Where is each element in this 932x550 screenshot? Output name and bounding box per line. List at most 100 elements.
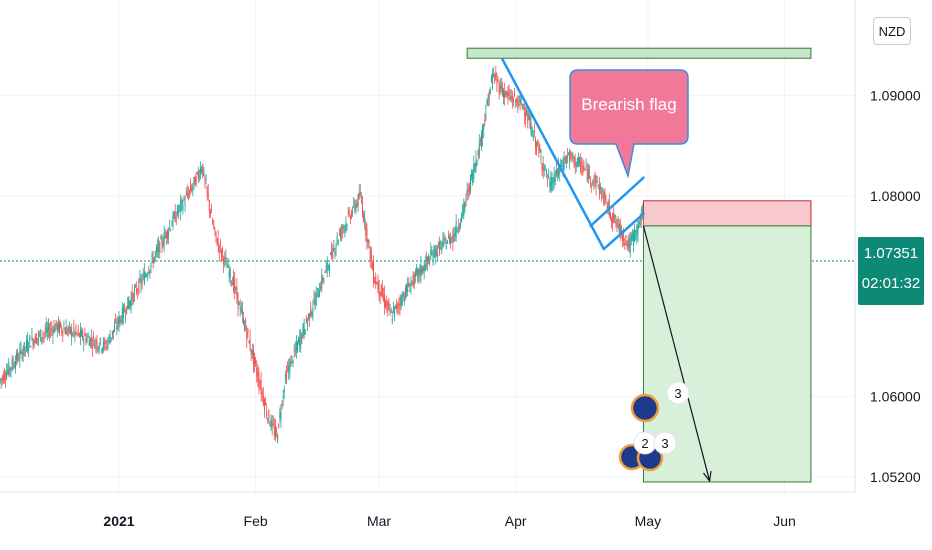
candle [43,332,45,343]
candle [314,291,316,311]
candle [193,176,195,190]
resistance-zone[interactable] [466,47,812,59]
candle [208,199,210,219]
currency-badge[interactable]: NZD [873,17,911,45]
candle [270,414,272,431]
candle [447,230,449,240]
bar-countdown: 02:01:32 [861,275,921,292]
candle [428,253,430,265]
candle [311,310,313,319]
candle [21,349,23,362]
candle [343,224,345,234]
candle [435,244,437,258]
flag-trendline[interactable] [589,176,645,228]
candle [464,201,466,213]
candle [94,339,96,349]
price-tick-label: 1.08000 [870,188,921,204]
candle [165,230,167,246]
candle [34,333,36,344]
candle [38,329,40,347]
event-icon-lower[interactable]: 2 3 [618,431,677,472]
candle [249,329,251,352]
candle [493,67,495,78]
event-icon-upper[interactable]: 3 [630,381,690,423]
candle [408,277,410,288]
candle [278,422,280,429]
candle [152,250,154,269]
candle [504,82,506,106]
candle [142,268,144,281]
flag-trendline[interactable] [501,57,606,251]
candle [363,211,365,223]
candle [490,74,492,84]
candle [501,81,503,98]
candle [157,238,159,258]
candle [64,327,66,334]
flag-trendline[interactable] [602,212,645,251]
callout-text: Brearish flag [581,95,676,114]
price-axis[interactable]: 1.05200 1.06000 1.08000 1.09000 [854,0,921,492]
candle [398,297,400,315]
candle [391,311,393,325]
candle [374,276,376,285]
candle [585,158,587,171]
candle [576,157,578,168]
candle [605,194,607,204]
candle [403,292,405,306]
bearish-flag-callout[interactable]: Brearish flag [569,69,689,179]
candle [378,279,380,302]
candle [500,77,502,93]
candle [301,332,303,344]
candle [224,251,226,268]
candle [65,319,67,336]
candle [77,324,79,337]
candle [29,334,31,349]
candle [439,236,441,257]
candle [452,228,454,251]
candle [54,323,56,332]
candle [399,295,401,316]
candle [583,160,585,173]
candle [484,113,486,127]
candle [20,341,22,355]
candle [429,256,431,267]
candle [367,238,369,248]
candle [326,256,328,278]
candle [473,155,475,183]
candle [313,289,315,305]
candle [509,89,511,102]
candle [119,315,121,327]
candle [553,166,555,189]
candle [252,344,254,374]
candle [327,264,329,272]
candle [19,342,21,368]
candle [573,156,575,168]
candle [189,189,191,198]
candle [406,282,408,298]
stop-loss-zone[interactable] [642,200,812,227]
candle [261,388,263,402]
candle [609,211,611,221]
candle [171,220,173,227]
time-axis[interactable]: 2021 Feb Mar Apr May Jun [0,491,855,529]
candle [630,231,632,246]
projection-arrow[interactable] [642,225,711,482]
candle [39,330,41,338]
candle [627,235,629,252]
economic-events[interactable]: 3 2 3 [618,381,690,472]
candle [300,328,302,353]
candle [206,185,208,201]
candle [317,287,319,299]
candle [96,334,98,355]
candle [191,183,193,193]
candle [213,219,215,230]
zones-layer [466,47,812,483]
candle [118,310,120,333]
candle [339,226,341,242]
candle [494,73,496,85]
candle [547,173,549,188]
candle [436,244,438,262]
candle [312,299,314,321]
price-tick-label: 1.09000 [870,87,921,103]
